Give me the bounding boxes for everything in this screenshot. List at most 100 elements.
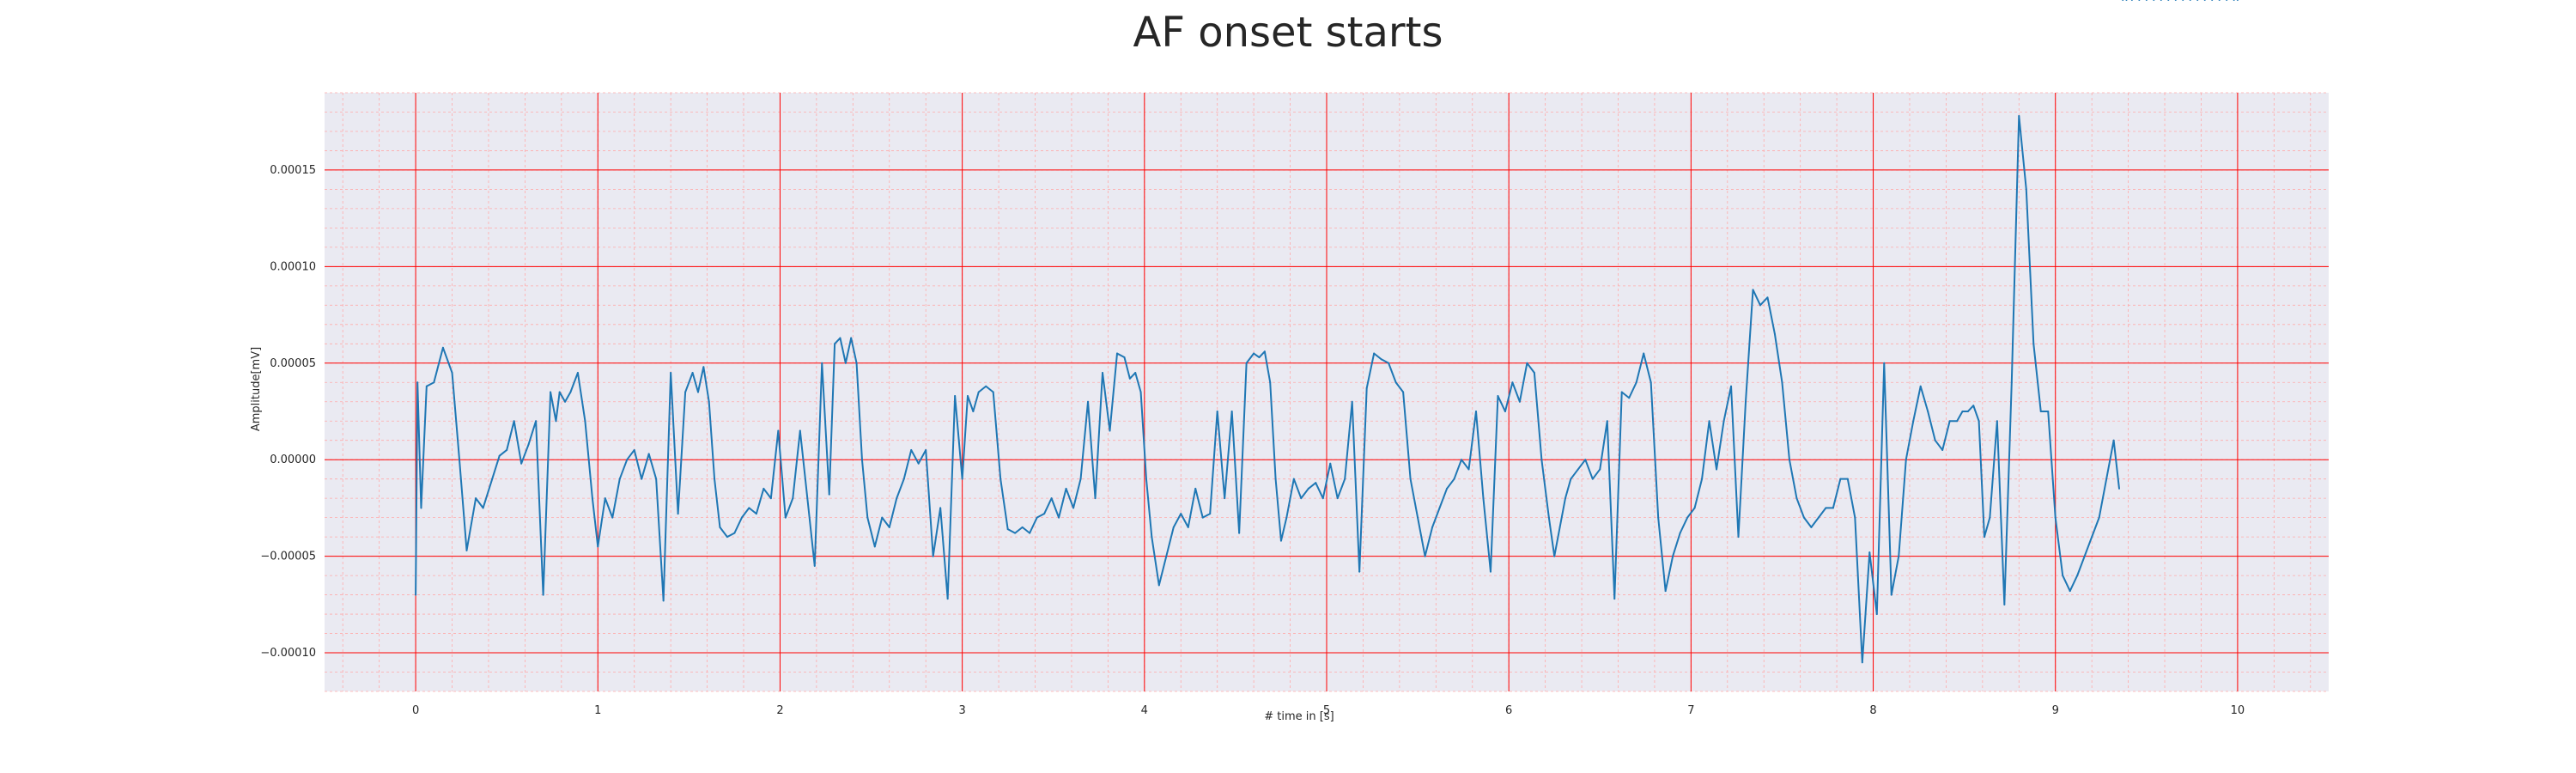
data-point [1453, 478, 1455, 480]
data-point [702, 366, 705, 368]
data-point [1686, 516, 1689, 519]
data-point [558, 391, 561, 393]
data-point [1072, 507, 1075, 509]
data-point [1547, 516, 1550, 519]
data-point [1482, 497, 1485, 500]
data-point [2054, 516, 2057, 519]
data-point [475, 497, 477, 500]
data-point [1919, 385, 1922, 387]
y-axis-ticks: −0.00010 −0.00005 0.00000 0.00005 0.00010 0.0… [260, 164, 316, 660]
data-point [1014, 532, 1017, 534]
data-point [806, 497, 809, 500]
data-point [881, 516, 884, 519]
data-point [769, 497, 772, 500]
data-point [662, 600, 665, 602]
data-point [748, 507, 750, 509]
data-point [855, 362, 858, 364]
data-point [604, 497, 606, 500]
data-point [896, 497, 898, 500]
y-tick-label: 0.00015 [270, 164, 316, 177]
data-point [482, 507, 484, 509]
data-point [1058, 516, 1060, 519]
data-point [1722, 420, 1725, 423]
data-point [1424, 555, 1426, 557]
x-tick-label: 9 [2052, 704, 2059, 717]
data-point [555, 420, 557, 423]
data-point [799, 429, 801, 432]
data-point [999, 478, 1002, 480]
data-point [1745, 400, 1747, 403]
data-point [1216, 410, 1218, 412]
data-point [584, 420, 586, 423]
data-point [1050, 497, 1053, 500]
data-point [1577, 468, 1579, 471]
data-point [1795, 497, 1798, 500]
data-point [917, 462, 920, 465]
data-point [1388, 362, 1390, 364]
data-point [1766, 296, 1769, 299]
data-point [1224, 497, 1226, 500]
x-tick-label: 1 [594, 704, 601, 717]
data-point [1102, 372, 1104, 374]
data-point [1329, 462, 1332, 465]
data-point [2047, 410, 2050, 412]
data-point [1693, 507, 1696, 509]
data-point [2003, 603, 2006, 606]
data-point [1245, 362, 1248, 364]
data-point [1365, 387, 1368, 389]
data-point [946, 598, 949, 600]
data-point [1664, 590, 1667, 593]
data-point [1134, 372, 1137, 374]
data-point [1759, 304, 1761, 307]
data-point [1380, 358, 1382, 361]
data-point [762, 487, 765, 490]
data-point [1109, 429, 1111, 432]
data-point [777, 429, 780, 432]
x-tick-label: 10 [2231, 704, 2245, 717]
x-tick-label: 2 [776, 704, 783, 717]
data-point [2039, 410, 2042, 412]
data-point [1628, 397, 1631, 399]
data-point [1151, 536, 1153, 539]
data-point [1564, 497, 1566, 500]
data-point [2083, 555, 2086, 557]
data-point [1315, 482, 1317, 484]
data-point [902, 478, 905, 480]
data-point [1657, 516, 1660, 519]
data-point [1941, 448, 1944, 451]
data-point [416, 381, 419, 384]
data-point [1021, 526, 1024, 528]
data-point [1526, 362, 1528, 364]
data-point [2218, 0, 2221, 1]
data-point [1643, 352, 1645, 355]
data-point [860, 459, 863, 461]
data-point [1373, 352, 1376, 355]
data-point [1279, 539, 1282, 542]
data-point [834, 343, 836, 345]
data-point [1409, 478, 1412, 480]
data-point [1258, 356, 1261, 359]
data-point [433, 381, 435, 384]
data-point [1263, 350, 1266, 353]
data-point [1230, 410, 1233, 412]
y-tick-label: 0.00005 [270, 357, 316, 370]
data-point [2160, 0, 2162, 1]
data-point [2076, 575, 2079, 577]
data-point [719, 526, 721, 528]
data-point [1269, 381, 1272, 384]
data-point [1701, 478, 1704, 480]
data-point [2153, 0, 2155, 1]
data-point [441, 346, 444, 349]
data-point [1773, 333, 1776, 336]
data-point [1599, 468, 1601, 471]
data-point [1978, 420, 1980, 423]
data-point [2069, 590, 2071, 593]
data-point [1511, 381, 1514, 384]
y-tick-label: −0.00010 [260, 647, 316, 660]
data-point [1145, 478, 1147, 480]
data-point [1956, 420, 1959, 423]
data-point [2062, 575, 2064, 577]
data-point [1438, 507, 1441, 509]
data-point [1094, 497, 1097, 500]
data-point [1996, 420, 1998, 423]
